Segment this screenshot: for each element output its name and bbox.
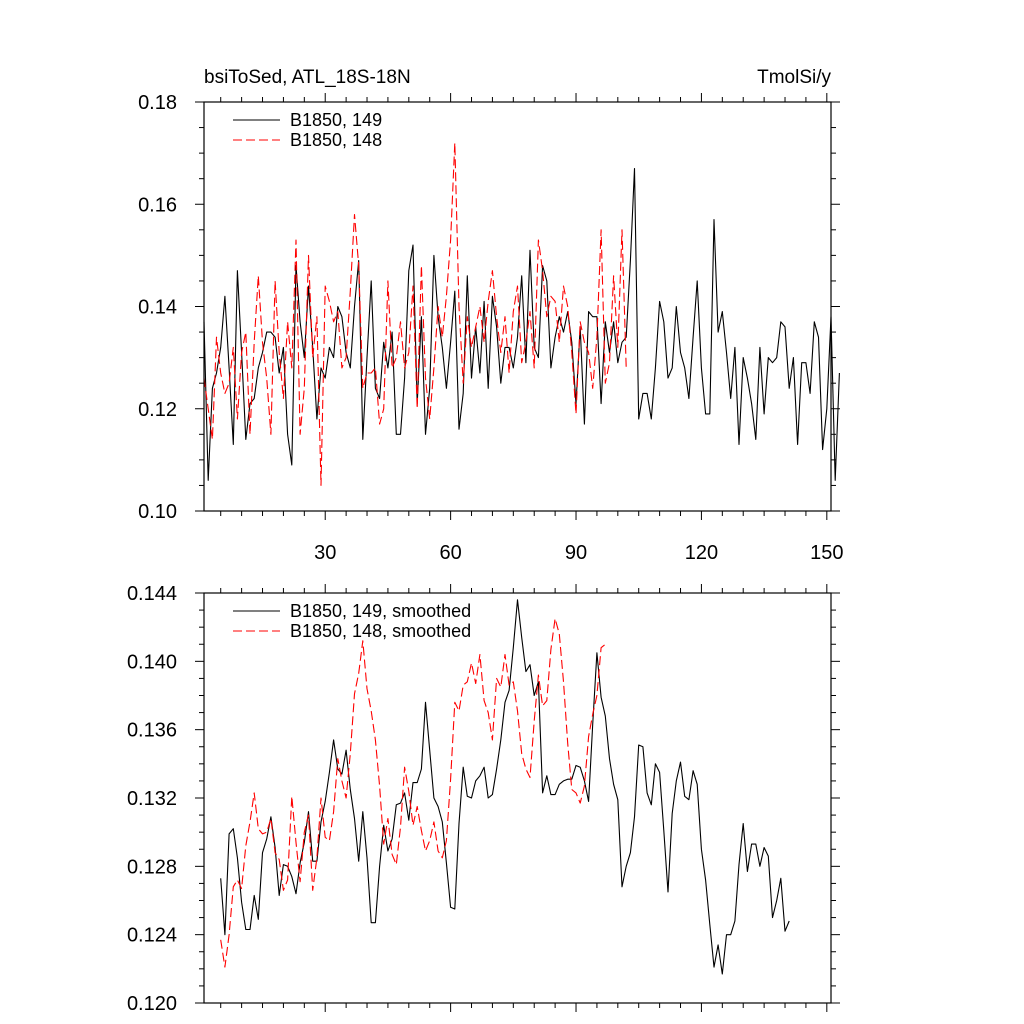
y-tick-label: 0.136	[127, 720, 177, 742]
x-tick-label: 30	[314, 542, 336, 564]
y-tick-label: 0.16	[138, 194, 177, 216]
y-tick-label: 0.132	[127, 788, 177, 810]
x-tick-label: 120	[685, 542, 718, 564]
series-line-0	[220, 599, 790, 975]
x-tick-label: 60	[439, 542, 461, 564]
bottom-panel-y-tick-labels: 0.120 0.124 0.128 0.132 0.136 0.140 0.144	[127, 583, 177, 1015]
y-tick-label: 0.140	[127, 651, 177, 673]
series-line-0	[203, 167, 840, 481]
y-tick-label: 0.120	[127, 993, 177, 1015]
legend-label-1: B1850, 148, smoothed	[290, 621, 471, 641]
y-tick-label: 0.124	[127, 925, 177, 947]
top-panel-x-tick-labels: 30 60 90 120 150	[314, 542, 843, 564]
top-panel-y-tick-labels: 0.10 0.12 0.14 0.16 0.18	[138, 92, 177, 523]
y-tick-label: 0.128	[127, 856, 177, 878]
bottom-panel: 0.120 0.124 0.128 0.132 0.136 0.140 0.144 B185…	[127, 583, 840, 1015]
top-panel-ticks	[195, 93, 840, 520]
top-panel-series	[203, 142, 840, 486]
legend-label-0: B1850, 149, smoothed	[290, 601, 471, 621]
top-panel-title: bsiToSed, ATL_18S-18N	[204, 67, 411, 88]
y-tick-label: 0.12	[138, 399, 177, 421]
x-tick-label: 150	[810, 542, 843, 564]
y-tick-label: 0.18	[138, 92, 177, 114]
y-tick-label: 0.14	[138, 297, 177, 319]
top-panel-units: TmolSi/y	[757, 67, 831, 88]
legend-label-1: B1850, 148	[290, 130, 382, 150]
x-tick-label: 90	[565, 542, 587, 564]
top-panel-frame	[203, 101, 832, 512]
y-tick-label: 0.10	[138, 501, 177, 523]
bottom-panel-ticks	[195, 584, 840, 1012]
top-panel: bsiToSed, ATL_18S-18N TmolSi/y 0.100.120…	[138, 67, 843, 564]
bottom-panel-frame	[203, 592, 832, 1004]
series-line-1	[203, 142, 627, 486]
series-line-1	[220, 618, 606, 968]
legend-label-0: B1850, 149	[290, 110, 382, 130]
y-tick-label: 0.144	[127, 583, 177, 605]
bottom-panel-series	[220, 599, 790, 975]
